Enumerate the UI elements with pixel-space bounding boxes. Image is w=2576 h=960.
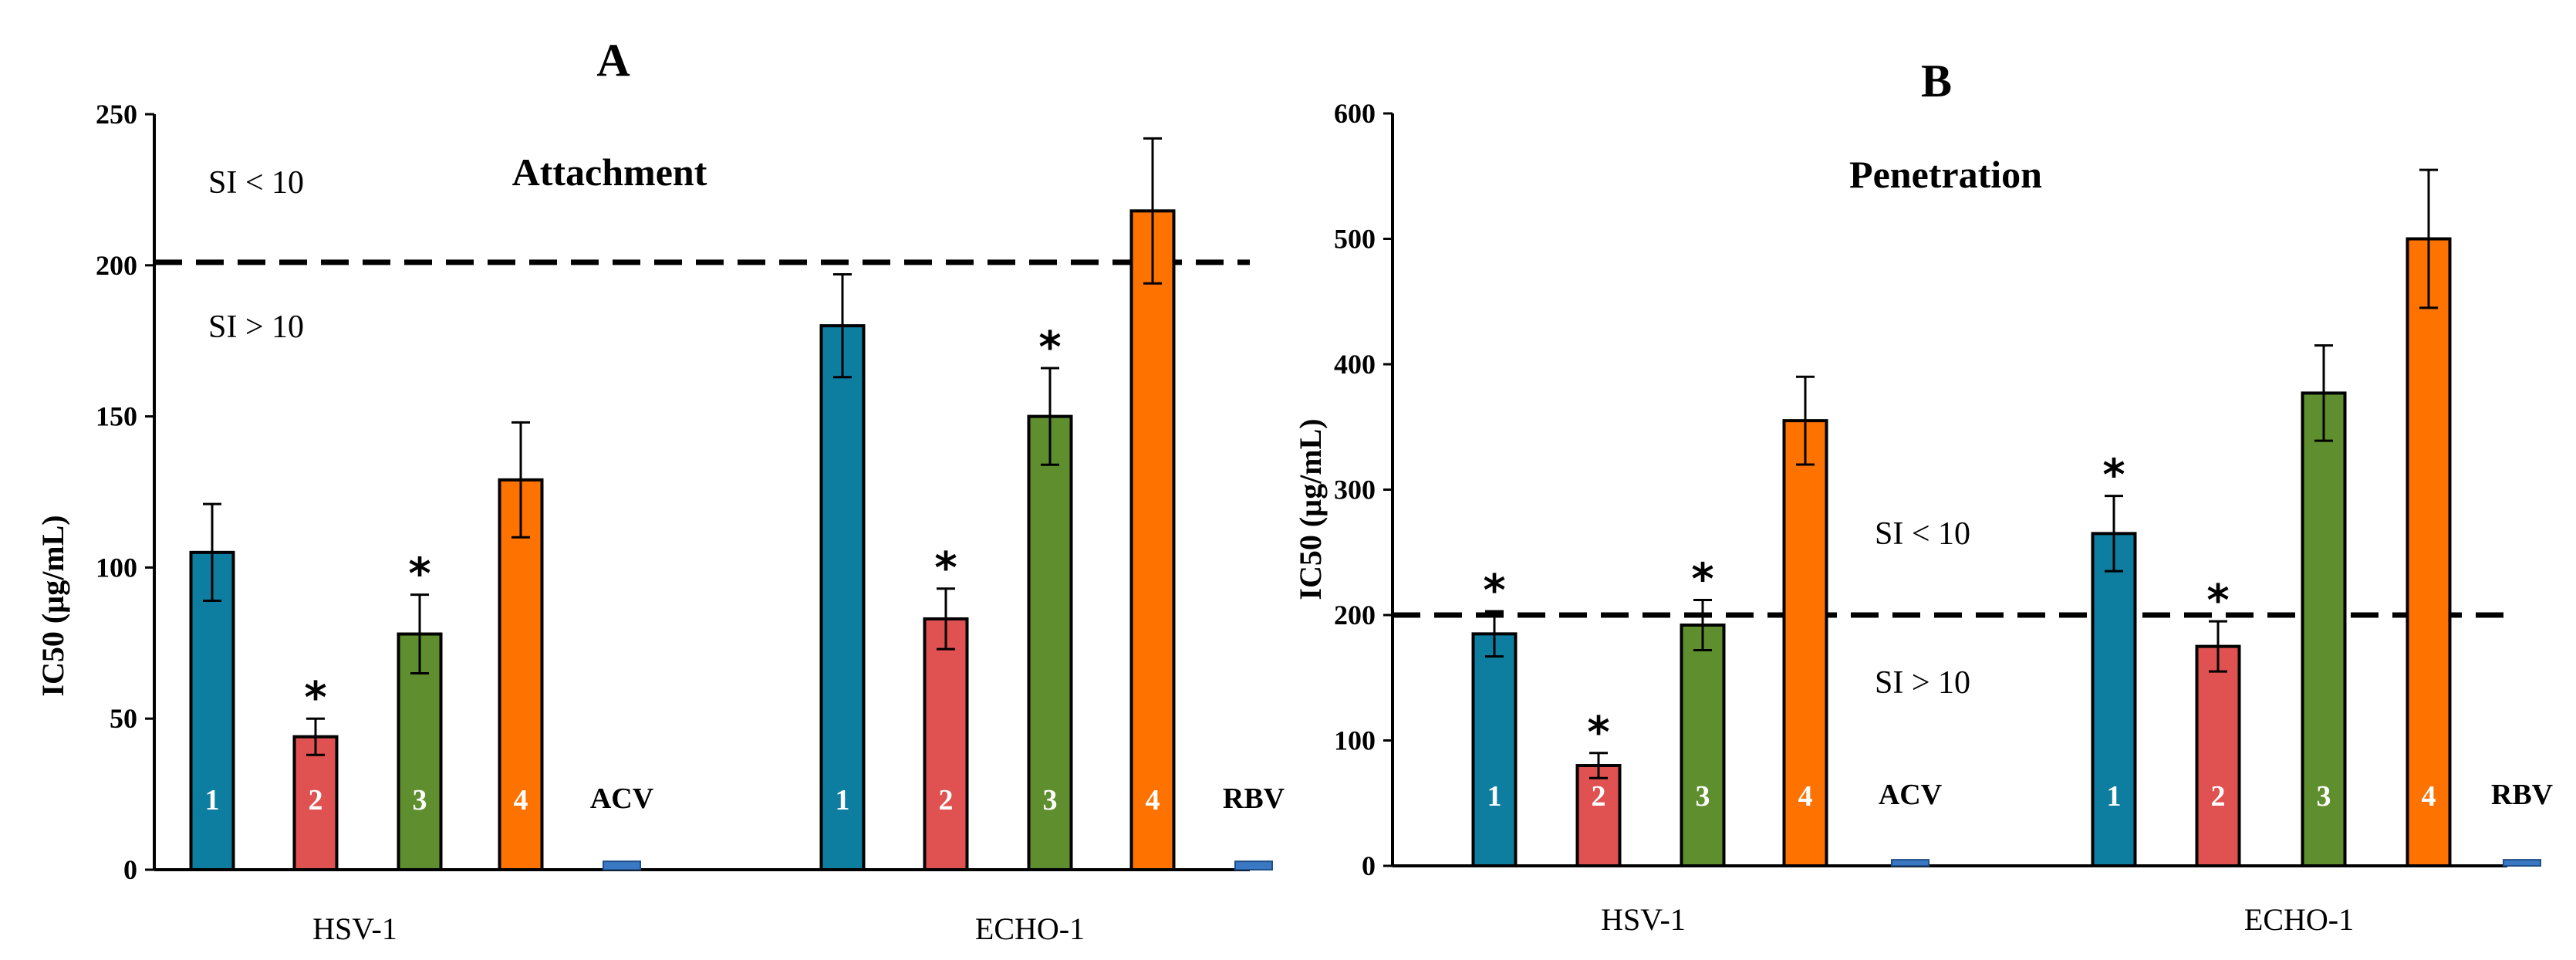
panel-b-y-tick-label: 300: [1334, 475, 1376, 505]
panel-b-si-above-label: SI < 10: [1875, 516, 1970, 552]
panel-b-y-axis-label: IC50 (µg/mL): [1293, 418, 1328, 600]
panel-b-penetration-chart: B Penetration IC50 (µg/mL) SI < 10 SI > …: [1293, 56, 2554, 937]
panel-b-title: Penetration: [1849, 153, 2042, 196]
panel-a-y-tick-label: 0: [123, 854, 137, 885]
panel-b-bar-label: 4: [2422, 780, 2436, 813]
panel-b-control-label: ACV: [1879, 779, 1943, 811]
panel-a-bar: [292, 735, 339, 871]
panel-b-significance-star: *: [1483, 566, 1505, 616]
panel-a-title: Attachment: [512, 150, 707, 194]
panel-a-bar-label: 4: [514, 784, 528, 816]
panel-a-si-above-label: SI < 10: [208, 165, 304, 201]
panel-a-si-below-label: SI > 10: [208, 309, 304, 345]
panel-b-y-tick-label: 500: [1334, 224, 1376, 255]
panel-b-letter: B: [1921, 56, 1952, 106]
panel-b-bar: [1680, 624, 1726, 867]
panel-b-bar-label: 3: [1696, 780, 1710, 813]
panel-a-bar-label: 3: [413, 784, 427, 816]
panel-a-attachment-chart: A Attachment IC50 (µg/mL) SI < 10 SI > 1…: [35, 35, 1285, 946]
panel-a-y-tick-label: 100: [96, 552, 137, 583]
panel-b-bar-label: 1: [2107, 780, 2122, 813]
panel-a-group-label-hsv1: HSV-1: [312, 911, 397, 946]
panel-a-significance-star: *: [408, 549, 430, 600]
panel-b-control-bar: [1891, 859, 1929, 867]
panel-b-bar: [1575, 764, 1622, 867]
panel-a-significance-star: *: [1038, 323, 1061, 373]
panel-b-control-label: RBV: [2491, 779, 2554, 811]
panel-a-control-label: ACV: [590, 783, 654, 815]
panel-b-y-tick-label: 600: [1334, 98, 1376, 129]
panel-a-significance-star: *: [304, 673, 326, 723]
panel-a-bar-label: 2: [309, 784, 323, 816]
panel-a-bar-label: 1: [205, 784, 220, 816]
panel-b-y-tick-label: 200: [1334, 600, 1376, 630]
panel-b-y-tick-label: 0: [1362, 850, 1376, 881]
panel-b-group-label-hsv1: HSV-1: [1601, 902, 1686, 937]
panel-b-bar: [2406, 237, 2452, 867]
panel-b-si-below-label: SI > 10: [1875, 665, 1970, 701]
panel-a-significance-star: *: [934, 543, 957, 593]
panel-a-control-label: RBV: [1223, 783, 1285, 815]
panel-a-bar: [819, 324, 866, 871]
panel-a-y-axis-label: IC50 (µg/mL): [35, 515, 70, 696]
panel-b-bar: [1782, 419, 1828, 867]
panel-a-y-tick-label: 200: [96, 250, 137, 281]
panel-a-bar-label: 4: [1146, 784, 1160, 816]
panel-b-significance-star: *: [2206, 576, 2229, 626]
panel-a-y-tick-label: 250: [96, 99, 137, 130]
panel-b-y-tick-label: 100: [1334, 725, 1376, 756]
panel-b-significance-star: *: [2102, 451, 2125, 501]
panel-a-y-tick-label: 150: [96, 401, 137, 432]
panel-b-y-tick-label: 400: [1334, 349, 1376, 380]
panel-a-control-bar: [603, 860, 641, 870]
panel-a-y-tick-label: 50: [110, 703, 137, 734]
panel-b-significance-star: *: [1691, 555, 1713, 605]
panel-a-bar: [498, 478, 544, 871]
panel-b-control-bar: [2503, 859, 2541, 867]
panel-a-bar-label: 2: [939, 784, 954, 816]
panel-a-control-bar: [1234, 860, 1273, 870]
panel-b-bar-label: 3: [2317, 780, 2331, 813]
panel-a-group-label-echo1: ECHO-1: [975, 911, 1085, 946]
panel-a-letter: A: [596, 35, 630, 86]
panel-a-bar: [1129, 209, 1176, 871]
panel-b-bar-label: 2: [1592, 780, 1606, 813]
panel-a-bar-label: 3: [1043, 784, 1058, 816]
panel-b-bar-label: 2: [2211, 780, 2226, 813]
panel-b-significance-star: *: [1587, 708, 1609, 758]
panel-b-bar-label: 4: [1798, 780, 1813, 813]
panel-a-bar-label: 1: [836, 784, 850, 816]
panel-b-group-label-echo1: ECHO-1: [2244, 902, 2354, 937]
panel-b-bar-label: 1: [1487, 780, 1502, 813]
panel-b-bar: [2195, 644, 2241, 867]
panel-b-bar: [2091, 532, 2137, 867]
panel-a-bar: [923, 617, 969, 871]
panel-b-bar: [1471, 632, 1518, 867]
